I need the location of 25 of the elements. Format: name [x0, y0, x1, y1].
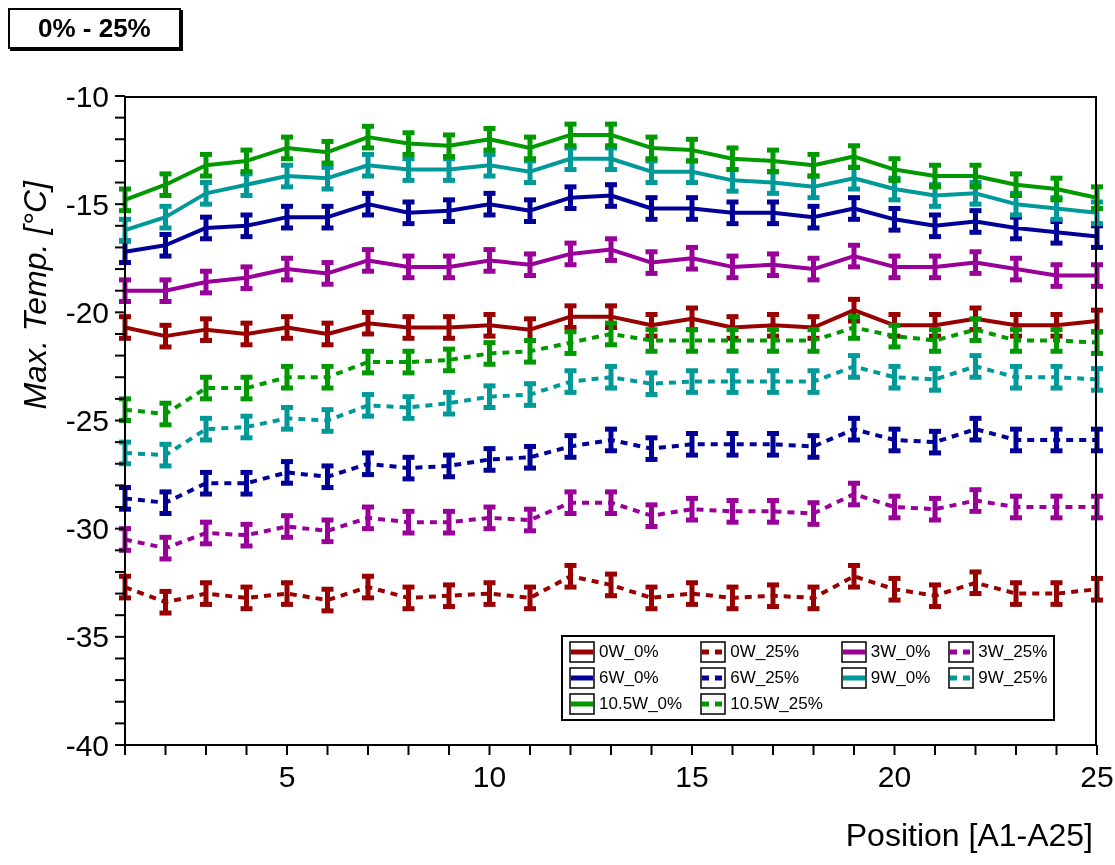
- legend-label: 6W_25%: [730, 668, 800, 688]
- y-tick-label: -20: [65, 295, 109, 329]
- y-tick-label: -10: [65, 79, 109, 113]
- legend-label: 3W_25%: [978, 642, 1048, 662]
- y-tick-label: -15: [65, 187, 109, 221]
- y-tick-label: -35: [65, 620, 109, 654]
- chart-title: 0% - 25%: [8, 8, 181, 49]
- legend-label: 0W_25%: [730, 642, 800, 662]
- y-tick-label: -25: [65, 404, 109, 437]
- legend-label: 9W_0%: [870, 668, 931, 688]
- legend-label: 9W_25%: [978, 668, 1048, 688]
- x-tick-label: 5: [278, 760, 296, 793]
- legend-label: 0W_0%: [599, 642, 659, 662]
- legend-label: 3W_0%: [870, 642, 931, 662]
- x-tick-label: 25: [1080, 760, 1114, 793]
- legend-label: 6W_0%: [599, 668, 659, 688]
- y-tick-label: -40: [65, 728, 109, 762]
- y-axis-title: Max. Temp. [°C]: [16, 179, 53, 410]
- legend-label: 10.5W_25%: [730, 694, 823, 714]
- x-axis-title: Position [A1-A25]: [845, 817, 1093, 854]
- legend-label: 10.5W_0%: [599, 694, 683, 714]
- x-tick-label: 20: [877, 760, 912, 793]
- x-tick-label: 15: [675, 760, 709, 793]
- y-tick-label: -30: [65, 512, 109, 546]
- x-tick-label: 10: [472, 760, 507, 793]
